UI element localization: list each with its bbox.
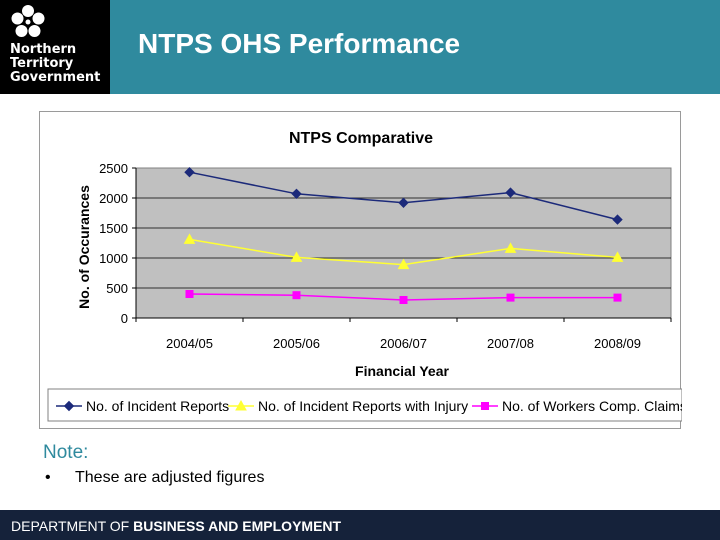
- data-point: [184, 166, 195, 178]
- logo-line: Government: [10, 70, 101, 85]
- data-point: [292, 291, 301, 300]
- nt-flower-icon: [11, 5, 45, 37]
- line-chart: 0 500 1000 1500 2000 2500 2004/05 2005/06 2006/0…: [47, 130, 682, 422]
- data-point: [505, 187, 516, 198]
- x-tick-label: 2005/06: [273, 336, 320, 351]
- y-tick-label: 2000: [99, 191, 128, 206]
- data-point: [291, 188, 302, 200]
- y-tick-label: 0: [121, 311, 128, 326]
- x-tick-label: 2004/05: [166, 336, 213, 351]
- footer-department: DEPARTMENT OF BUSINESS AND EMPLOYMENT: [11, 518, 341, 534]
- x-tick-label: 2007/08: [487, 336, 534, 351]
- slide-title: NTPS OHS Performance: [138, 28, 461, 59]
- plot-area: [135, 167, 672, 319]
- y-tick-label: 1500: [99, 221, 128, 236]
- nt-government-logo: Northern Territory Government: [0, 0, 110, 94]
- y-axis-title: No. of Occurances: [76, 185, 92, 309]
- data-point: [399, 296, 408, 304]
- chart-title: NTPS Comparative: [289, 130, 433, 147]
- note-label: Note:: [43, 442, 89, 463]
- footer-prefix: DEPARTMENT OF: [11, 518, 134, 534]
- legend-marker: [63, 400, 75, 412]
- y-tick-label: 1000: [99, 251, 128, 266]
- x-tick-label: 2008/09: [594, 336, 641, 351]
- logo-line: Territory: [10, 56, 74, 71]
- x-axis-title: Financial Year: [355, 363, 449, 379]
- data-point: [611, 251, 624, 262]
- data-point: [185, 290, 194, 298]
- data-point: [612, 214, 623, 225]
- x-tick-label: 2006/07: [380, 336, 427, 351]
- legend-box: [47, 388, 682, 422]
- data-point: [504, 242, 517, 253]
- legend-entry: No. of Workers Comp. Claims: [502, 398, 682, 414]
- data-point: [398, 197, 409, 209]
- data-point: [290, 251, 303, 262]
- y-tick-label: 2500: [99, 161, 128, 176]
- data-point: [506, 293, 515, 302]
- logo-wordmark: Northern Territory Government: [10, 43, 100, 85]
- legend-entry: No. of Incident Reports with Injury: [258, 398, 468, 414]
- logo-line: Northern: [10, 42, 77, 57]
- data-point: [183, 233, 196, 244]
- bullet-marker: •: [45, 469, 51, 486]
- slide-footer: DEPARTMENT OF BUSINESS AND EMPLOYMENT: [0, 510, 720, 540]
- y-tick-label: 500: [106, 281, 128, 296]
- chart-container: 0 500 1000 1500 2000 2500 2004/05 2005/06 2006/0…: [39, 111, 682, 429]
- legend-entry: No. of Incident Reports: [86, 398, 229, 414]
- data-point: [613, 293, 622, 302]
- slide-header: Northern Territory Government NTPS OHS P…: [0, 0, 720, 94]
- note-item: • These are adjusted figures: [45, 469, 264, 487]
- note-item-text: These are adjusted figures: [75, 469, 265, 486]
- legend-marker: [481, 402, 489, 410]
- legend-marker: [235, 399, 247, 411]
- footer-department-name: BUSINESS AND EMPLOYMENT: [133, 518, 342, 534]
- data-point: [397, 258, 410, 270]
